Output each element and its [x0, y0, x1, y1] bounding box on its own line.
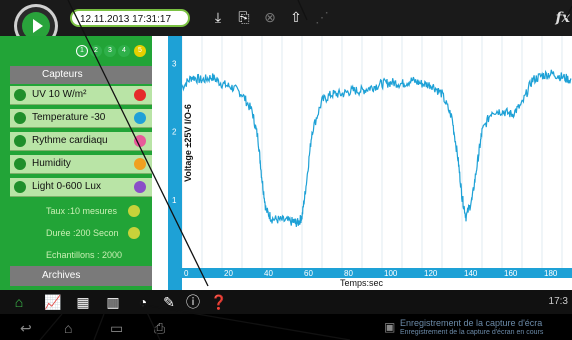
pen-icon[interactable]: ✎ — [163, 294, 175, 310]
rate-setting[interactable]: Taux :10 mesures — [10, 200, 152, 222]
color-swatch[interactable] — [134, 135, 146, 147]
recent-apps-icon[interactable]: ▭ — [110, 320, 124, 336]
clock: 17:3 — [548, 296, 568, 307]
chart-plot[interactable] — [182, 36, 572, 268]
x-tick-label: 0 — [184, 269, 189, 278]
help-icon[interactable]: ❓ — [210, 294, 228, 310]
sensor-status-icon — [14, 181, 26, 193]
home-system-icon[interactable]: ⌂ — [64, 320, 73, 336]
y-tick-label: 1 — [172, 196, 177, 205]
download-icon[interactable]: ⤓ — [214, 9, 222, 25]
play-icon — [22, 12, 50, 40]
sensor-status-icon — [14, 158, 26, 170]
duration-setting[interactable]: Durée :200 Secon — [10, 222, 152, 244]
compass-icon[interactable]: ◔ — [138, 294, 148, 310]
channel-1[interactable]: 1 — [76, 45, 88, 57]
home-icon[interactable]: ⌂ — [14, 294, 24, 310]
channel-5[interactable]: 5 — [134, 45, 146, 57]
channel-2[interactable]: 2 — [90, 45, 102, 57]
timestamp-field: 12.11.2013 17:31:17 — [70, 9, 190, 27]
delete-icon[interactable]: ⊗ — [264, 9, 276, 25]
channel-4[interactable]: 4 — [118, 45, 130, 57]
x-tick-label: 180 — [544, 269, 558, 278]
x-tick-label: 120 — [424, 269, 438, 278]
back-icon[interactable]: ↩ — [20, 320, 32, 336]
notification-text: Enregistrement de la capture d'écra Enre… — [400, 318, 544, 336]
x-axis-bar — [182, 268, 572, 278]
x-tick-label: 80 — [344, 269, 353, 278]
x-axis-label: Temps:sec — [340, 278, 384, 288]
export-icon[interactable]: ⇧ — [290, 9, 302, 25]
share-icon[interactable]: ⋰ — [315, 9, 329, 25]
x-tick-label: 60 — [304, 269, 313, 278]
color-swatch[interactable] — [134, 181, 146, 193]
gear-icon — [128, 205, 140, 217]
x-tick-labels: 0 20 40 60 80 100 120 140 160 180 — [184, 269, 558, 278]
x-tick-label: 160 — [504, 269, 518, 278]
x-tick-label: 20 — [224, 269, 233, 278]
image-icon: ▣ — [384, 320, 396, 334]
fx-icon[interactable]: fx — [555, 10, 570, 26]
x-tick-label: 100 — [384, 269, 398, 278]
sensor-status-icon — [14, 135, 26, 147]
x-tick-label: 40 — [264, 269, 273, 278]
color-swatch[interactable] — [134, 89, 146, 101]
info-icon[interactable]: ⓘ — [186, 294, 200, 310]
sensor-status-icon — [14, 112, 26, 124]
color-swatch[interactable] — [134, 158, 146, 170]
sensor-heart-rate[interactable]: Rythme cardiaqu — [10, 132, 152, 151]
bar-chart-icon[interactable]: ▥ — [106, 294, 120, 310]
color-swatch[interactable] — [134, 112, 146, 124]
gear-icon — [128, 227, 140, 239]
sensor-uv[interactable]: UV 10 W/m² — [10, 86, 152, 105]
table-icon[interactable]: ▦ — [76, 294, 90, 310]
line-chart-icon[interactable]: 📈 — [44, 294, 62, 310]
samples-info: Echantillons : 2000 — [46, 250, 123, 260]
y-tick-labels: 3 2 1 — [172, 59, 177, 205]
sensor-light[interactable]: Light 0-600 Lux — [10, 178, 152, 197]
channel-3[interactable]: 3 — [104, 45, 116, 57]
sensor-temperature[interactable]: Temperature -30 — [10, 109, 152, 128]
sensor-humidity[interactable]: Humidity — [10, 155, 152, 174]
sensor-status-icon — [14, 89, 26, 101]
series-line — [182, 69, 572, 227]
y-tick-label: 3 — [172, 59, 177, 68]
y-tick-label: 2 — [172, 128, 177, 137]
add-file-icon[interactable]: ⎘ — [238, 9, 250, 25]
sensors-header[interactable]: Capteurs — [10, 66, 152, 84]
screenshot-icon[interactable]: ⎙ — [154, 320, 166, 336]
x-tick-label: 140 — [464, 269, 478, 278]
archives-header[interactable]: Archives — [10, 266, 152, 286]
